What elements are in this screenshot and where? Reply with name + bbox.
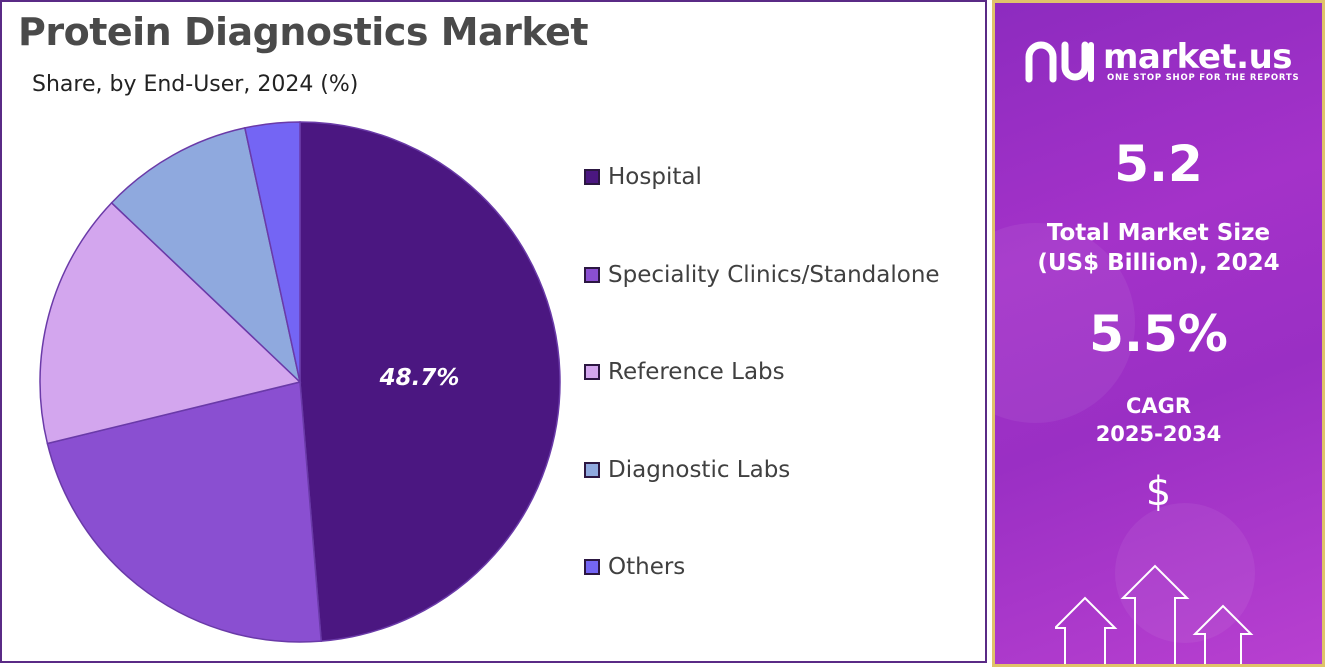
legend-label: Reference Labs: [608, 359, 785, 385]
market-us-logo-icon: [1025, 41, 1094, 83]
legend-item: Diagnostic Labs: [584, 450, 984, 490]
legend-label: Diagnostic Labs: [608, 456, 791, 483]
pie-chart: 48.7%: [39, 121, 561, 643]
cagr-label-line2: 2025-2034: [1095, 422, 1222, 446]
legend-label: Speciality Clinics/Standalone: [608, 261, 940, 288]
legend-label: Others: [608, 554, 686, 580]
legend-swatch: [584, 169, 600, 185]
brand-tagline: ONE STOP SHOP FOR THE REPORTS: [1107, 73, 1300, 83]
background-circle: [1115, 503, 1255, 643]
chart-title: Protein Diagnostics Market: [18, 10, 589, 54]
legend-swatch: [584, 364, 600, 380]
legend-swatch: [584, 461, 600, 478]
pie-slice-others: [243, 121, 301, 383]
legend-swatch: [584, 559, 600, 575]
market-size-label-line1: Total Market Size: [1046, 220, 1271, 246]
pie-slice-hospital: [299, 121, 561, 642]
legend-swatch: [584, 266, 600, 283]
legend-item: Hospital: [584, 157, 984, 197]
brand-logo: market.us ONE STOP SHOP FOR THE REPORTS: [1025, 37, 1299, 89]
brand-name: market.us: [1103, 37, 1293, 77]
cagr-label-line1: CAGR: [1125, 394, 1192, 418]
dollar-icon: $: [1145, 469, 1172, 515]
summary-panel: market.us ONE STOP SHOP FOR THE REPORTS …: [992, 0, 1325, 667]
pie-slice-diagnostic-labs: [110, 127, 302, 385]
cagr-value: 5.5%: [1089, 305, 1228, 363]
pie-slice-speciality-clinics-standalone: [46, 381, 323, 643]
chart-panel: Protein Diagnostics Market Share, by End…: [0, 0, 987, 663]
legend-item: Speciality Clinics/Standalone: [584, 255, 984, 295]
legend-item: Reference Labs: [584, 352, 984, 392]
growth-arrows-icon: [1055, 564, 1254, 664]
chart-legend: Hospital Speciality Clinics/Standalone Ref…: [584, 157, 984, 645]
market-size-label-line2: (US$ Billion), 2024: [1037, 250, 1280, 276]
pie-slice-reference-labs: [39, 201, 302, 445]
legend-item: Others: [584, 547, 984, 587]
pie-data-label: 48.7%: [379, 365, 460, 391]
market-size-value: 5.2: [1114, 135, 1203, 193]
legend-label: Hospital: [608, 164, 702, 190]
chart-subtitle: Share, by End-User, 2024 (%): [32, 72, 359, 97]
